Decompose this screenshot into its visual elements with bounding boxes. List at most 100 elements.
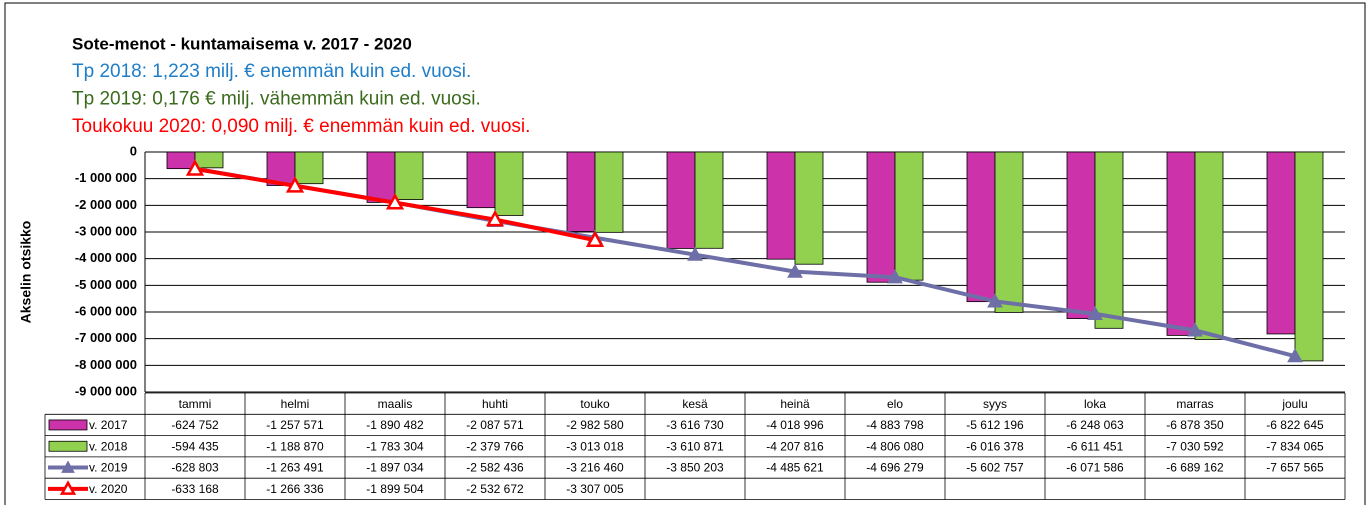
- table-value: -3 216 460: [566, 461, 624, 475]
- y-tick-label: 0: [130, 143, 137, 158]
- marker: [1287, 348, 1303, 363]
- table-value: -3 013 018: [566, 439, 624, 453]
- table-value: -6 878 350: [1166, 418, 1224, 432]
- bar: [1166, 151, 1196, 336]
- chart-title: Sote-menot - kuntamaisema v. 2017 - 2020: [72, 34, 412, 53]
- y-tick-label: -5 000 000: [75, 277, 137, 292]
- marker: [687, 246, 703, 261]
- table-value: -2 379 766: [466, 439, 524, 453]
- table-value: -3 616 730: [666, 418, 724, 432]
- table-value: -6 611 451: [1067, 439, 1124, 453]
- marker: [1187, 322, 1203, 337]
- table-value: -4 018 996: [766, 418, 824, 432]
- bar: [366, 151, 396, 203]
- table-value: -4 696 279: [866, 461, 924, 475]
- y-tick-label: -8 000 000: [75, 357, 137, 372]
- marker: [385, 193, 405, 210]
- bar: [666, 151, 696, 249]
- legend-key: [59, 480, 77, 495]
- bar: [994, 151, 1024, 313]
- bar: [566, 151, 596, 232]
- table-value: -1 897 034: [366, 461, 424, 475]
- legend-key: [48, 440, 88, 452]
- table-value: -1 266 336: [266, 482, 324, 496]
- marker: [585, 230, 605, 248]
- bar: [1266, 151, 1296, 335]
- table-value: -2 087 571: [466, 418, 524, 432]
- x-tick-label: touko: [580, 397, 610, 411]
- bar: [894, 151, 924, 281]
- table-value: -1 188 870: [266, 439, 324, 453]
- bar: [694, 151, 724, 249]
- y-tick-label: -2 000 000: [75, 197, 137, 212]
- table-value: -2 982 580: [566, 418, 624, 432]
- bar: [194, 151, 224, 169]
- y-axis-label: Akselin otsikko: [18, 221, 34, 324]
- marker: [987, 293, 1003, 308]
- bar: [1094, 151, 1124, 329]
- legend-label: v. 2017: [89, 418, 128, 432]
- bar: [594, 151, 624, 233]
- table-value: -6 071 586: [1066, 461, 1124, 475]
- marker: [887, 269, 903, 284]
- legend-key: [48, 419, 88, 431]
- table-value: -5 612 196: [966, 418, 1024, 432]
- bar: [166, 151, 196, 170]
- table-value: -4 207 816: [766, 439, 824, 453]
- table-value: -7 834 065: [1266, 439, 1324, 453]
- table-value: -7 030 592: [1166, 439, 1224, 453]
- x-tick-label: tammi: [179, 397, 212, 411]
- bar: [1194, 151, 1224, 340]
- table-value: -1 257 571: [266, 418, 324, 432]
- table-value: -5 602 757: [966, 461, 1024, 475]
- table-value: -1 783 304: [366, 439, 424, 453]
- table-value: -624 752: [171, 418, 219, 432]
- x-tick-label: maalis: [378, 397, 413, 411]
- annotation: Tp 2019: 0,176 € milj. vähemmän kuin ed.…: [72, 89, 481, 110]
- marker: [185, 159, 205, 176]
- y-tick-label: -6 000 000: [75, 303, 137, 318]
- legend-label: v. 2018: [89, 439, 128, 453]
- table-value: -628 803: [171, 461, 219, 475]
- table-value: -1 899 504: [366, 482, 424, 496]
- legend-label: v. 2019: [89, 461, 128, 475]
- table-value: -6 689 162: [1166, 461, 1224, 475]
- x-tick-label: marras: [1176, 397, 1213, 411]
- x-tick-label: heinä: [780, 397, 810, 411]
- bar: [294, 151, 324, 185]
- table-value: -4 806 080: [866, 439, 924, 453]
- marker: [787, 263, 803, 278]
- table-value: -1 890 482: [366, 418, 424, 432]
- table-value: -2 532 672: [466, 482, 524, 496]
- x-tick-label: elo: [887, 397, 903, 411]
- table-value: -2 582 436: [466, 461, 524, 475]
- bar: [866, 151, 896, 283]
- bar: [766, 151, 796, 260]
- x-tick-label: syys: [983, 397, 1007, 411]
- bar: [1294, 151, 1324, 362]
- table-value: -6 248 063: [1066, 418, 1124, 432]
- x-tick-label: loka: [1084, 397, 1106, 411]
- table-value: -4 485 621: [766, 461, 824, 475]
- table-value: -6 822 645: [1266, 418, 1324, 432]
- x-tick-label: helmi: [281, 397, 310, 411]
- bar: [494, 151, 524, 216]
- y-tick-label: -1 000 000: [75, 170, 137, 185]
- table-value: -3 307 005: [566, 482, 624, 496]
- table-value: -6 016 378: [966, 439, 1024, 453]
- marker: [485, 209, 505, 227]
- bar: [466, 151, 496, 209]
- legend-key: [61, 460, 75, 473]
- table-value: -7 657 565: [1266, 461, 1324, 475]
- marker: [1087, 305, 1103, 321]
- table-value: -1 263 491: [266, 461, 324, 475]
- table-value: -3 850 203: [666, 461, 724, 475]
- legend-label: v. 2020: [89, 482, 128, 496]
- y-tick-label: -4 000 000: [75, 250, 137, 265]
- annotation: Tp 2018: 1,223 milj. € enemmän kuin ed. …: [72, 61, 471, 82]
- y-tick-label: -7 000 000: [75, 330, 137, 345]
- x-tick-label: kesä: [682, 397, 708, 411]
- y-tick-label: -9 000 000: [75, 383, 137, 398]
- x-tick-label: huhti: [482, 397, 508, 411]
